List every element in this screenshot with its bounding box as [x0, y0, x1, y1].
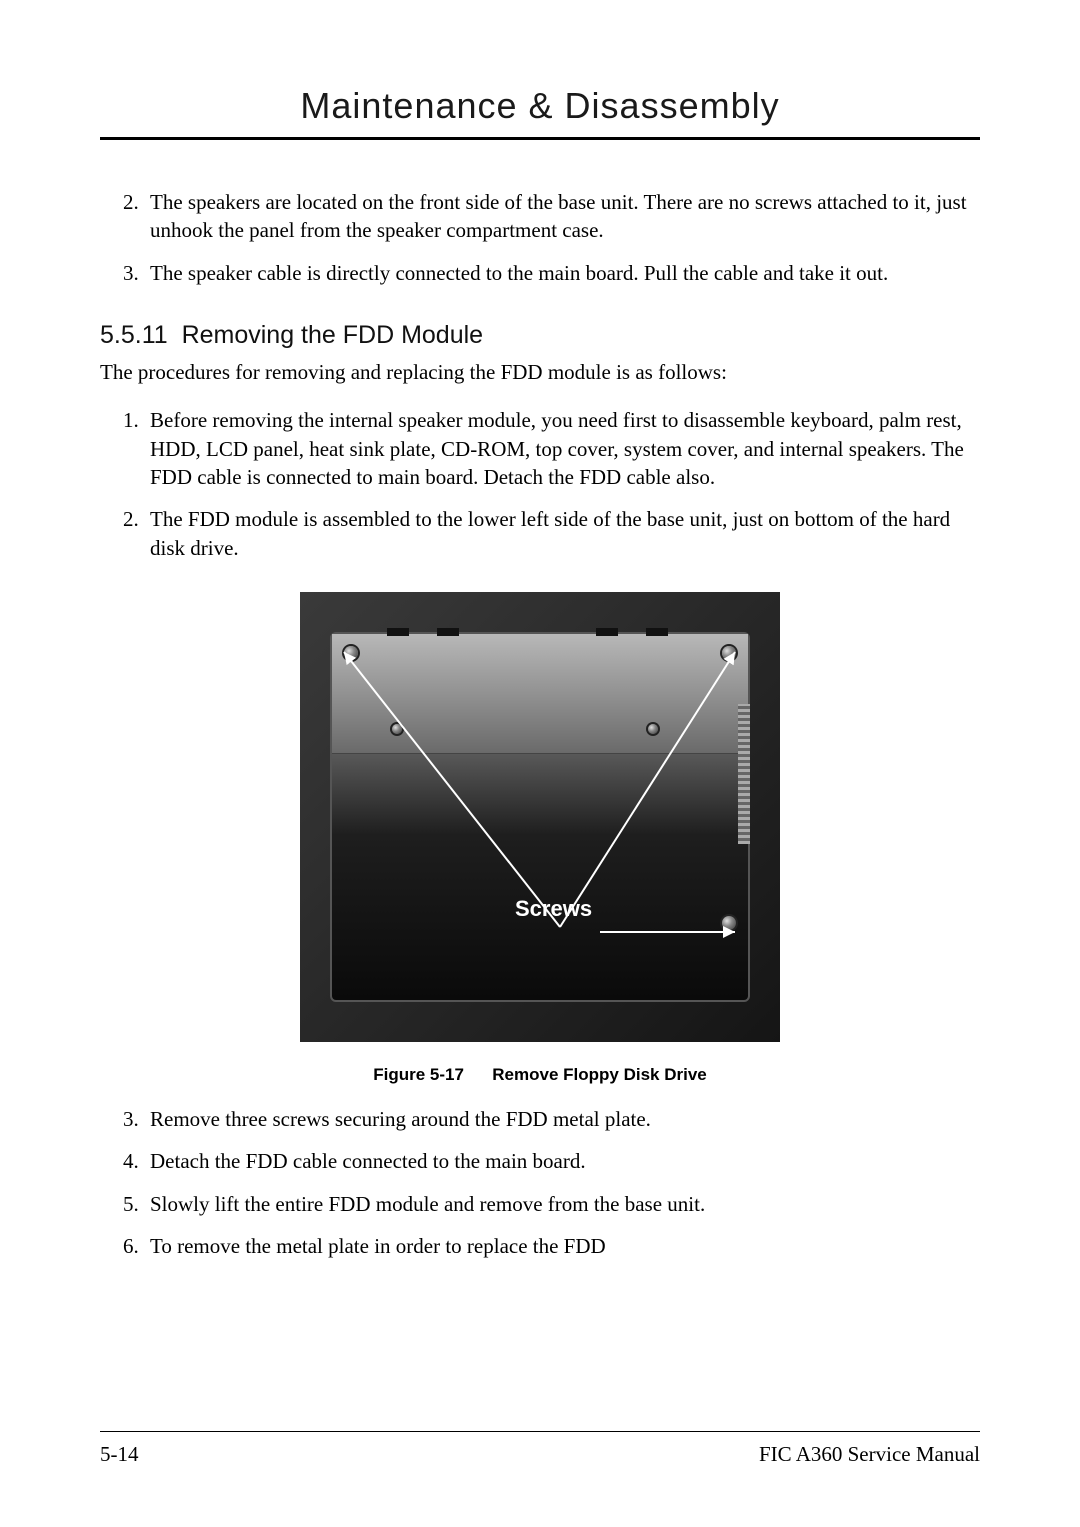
- figure-caption-title: Remove Floppy Disk Drive: [492, 1065, 706, 1084]
- list-mid: Before removing the internal speaker mod…: [144, 406, 980, 562]
- section-heading: 5.5.11 Removing the FDD Module: [100, 321, 980, 350]
- tab: [437, 628, 459, 636]
- page-title: Maintenance & Disassembly: [100, 85, 980, 140]
- section-title: Removing the FDD Module: [182, 321, 484, 349]
- figure-wrap: Screws Figure 5-17 Remove Floppy Disk Dr…: [100, 592, 980, 1085]
- doc-title: FIC A360 Service Manual: [759, 1442, 980, 1467]
- screw-icon: [722, 646, 736, 660]
- list-bot: Remove three screws securing around the …: [144, 1105, 980, 1260]
- list-top: The speakers are located on the front si…: [144, 188, 980, 287]
- fdd-top-surface: [332, 634, 748, 754]
- page: Maintenance & Disassembly The speakers a…: [0, 0, 1080, 1527]
- list-item: The speakers are located on the front si…: [144, 188, 980, 245]
- list-item: Slowly lift the entire FDD module and re…: [144, 1190, 980, 1218]
- list-item: The speaker cable is directly connected …: [144, 259, 980, 287]
- tab: [387, 628, 409, 636]
- list-item: Detach the FDD cable connected to the ma…: [144, 1147, 980, 1175]
- list-item: Before removing the internal speaker mod…: [144, 406, 980, 491]
- tab: [646, 628, 668, 636]
- figure-image: Screws: [300, 592, 780, 1042]
- screw-icon: [722, 916, 736, 930]
- fdd-plate: [330, 632, 750, 1002]
- figure-annotation: Screws: [515, 896, 592, 922]
- list-item: To remove the metal plate in order to re…: [144, 1232, 980, 1260]
- figure-caption: Figure 5-17 Remove Floppy Disk Drive: [100, 1065, 980, 1085]
- list-item: The FDD module is assembled to the lower…: [144, 505, 980, 562]
- section-intro: The procedures for removing and replacin…: [100, 358, 980, 386]
- page-number: 5-14: [100, 1442, 139, 1467]
- section-number: 5.5.11: [100, 321, 168, 349]
- ribbon-cable: [738, 704, 750, 844]
- screw-icon: [344, 646, 358, 660]
- list-item: Remove three screws securing around the …: [144, 1105, 980, 1133]
- figure-caption-prefix: Figure 5-17: [373, 1065, 464, 1084]
- page-footer: 5-14 FIC A360 Service Manual: [100, 1431, 980, 1467]
- tab: [596, 628, 618, 636]
